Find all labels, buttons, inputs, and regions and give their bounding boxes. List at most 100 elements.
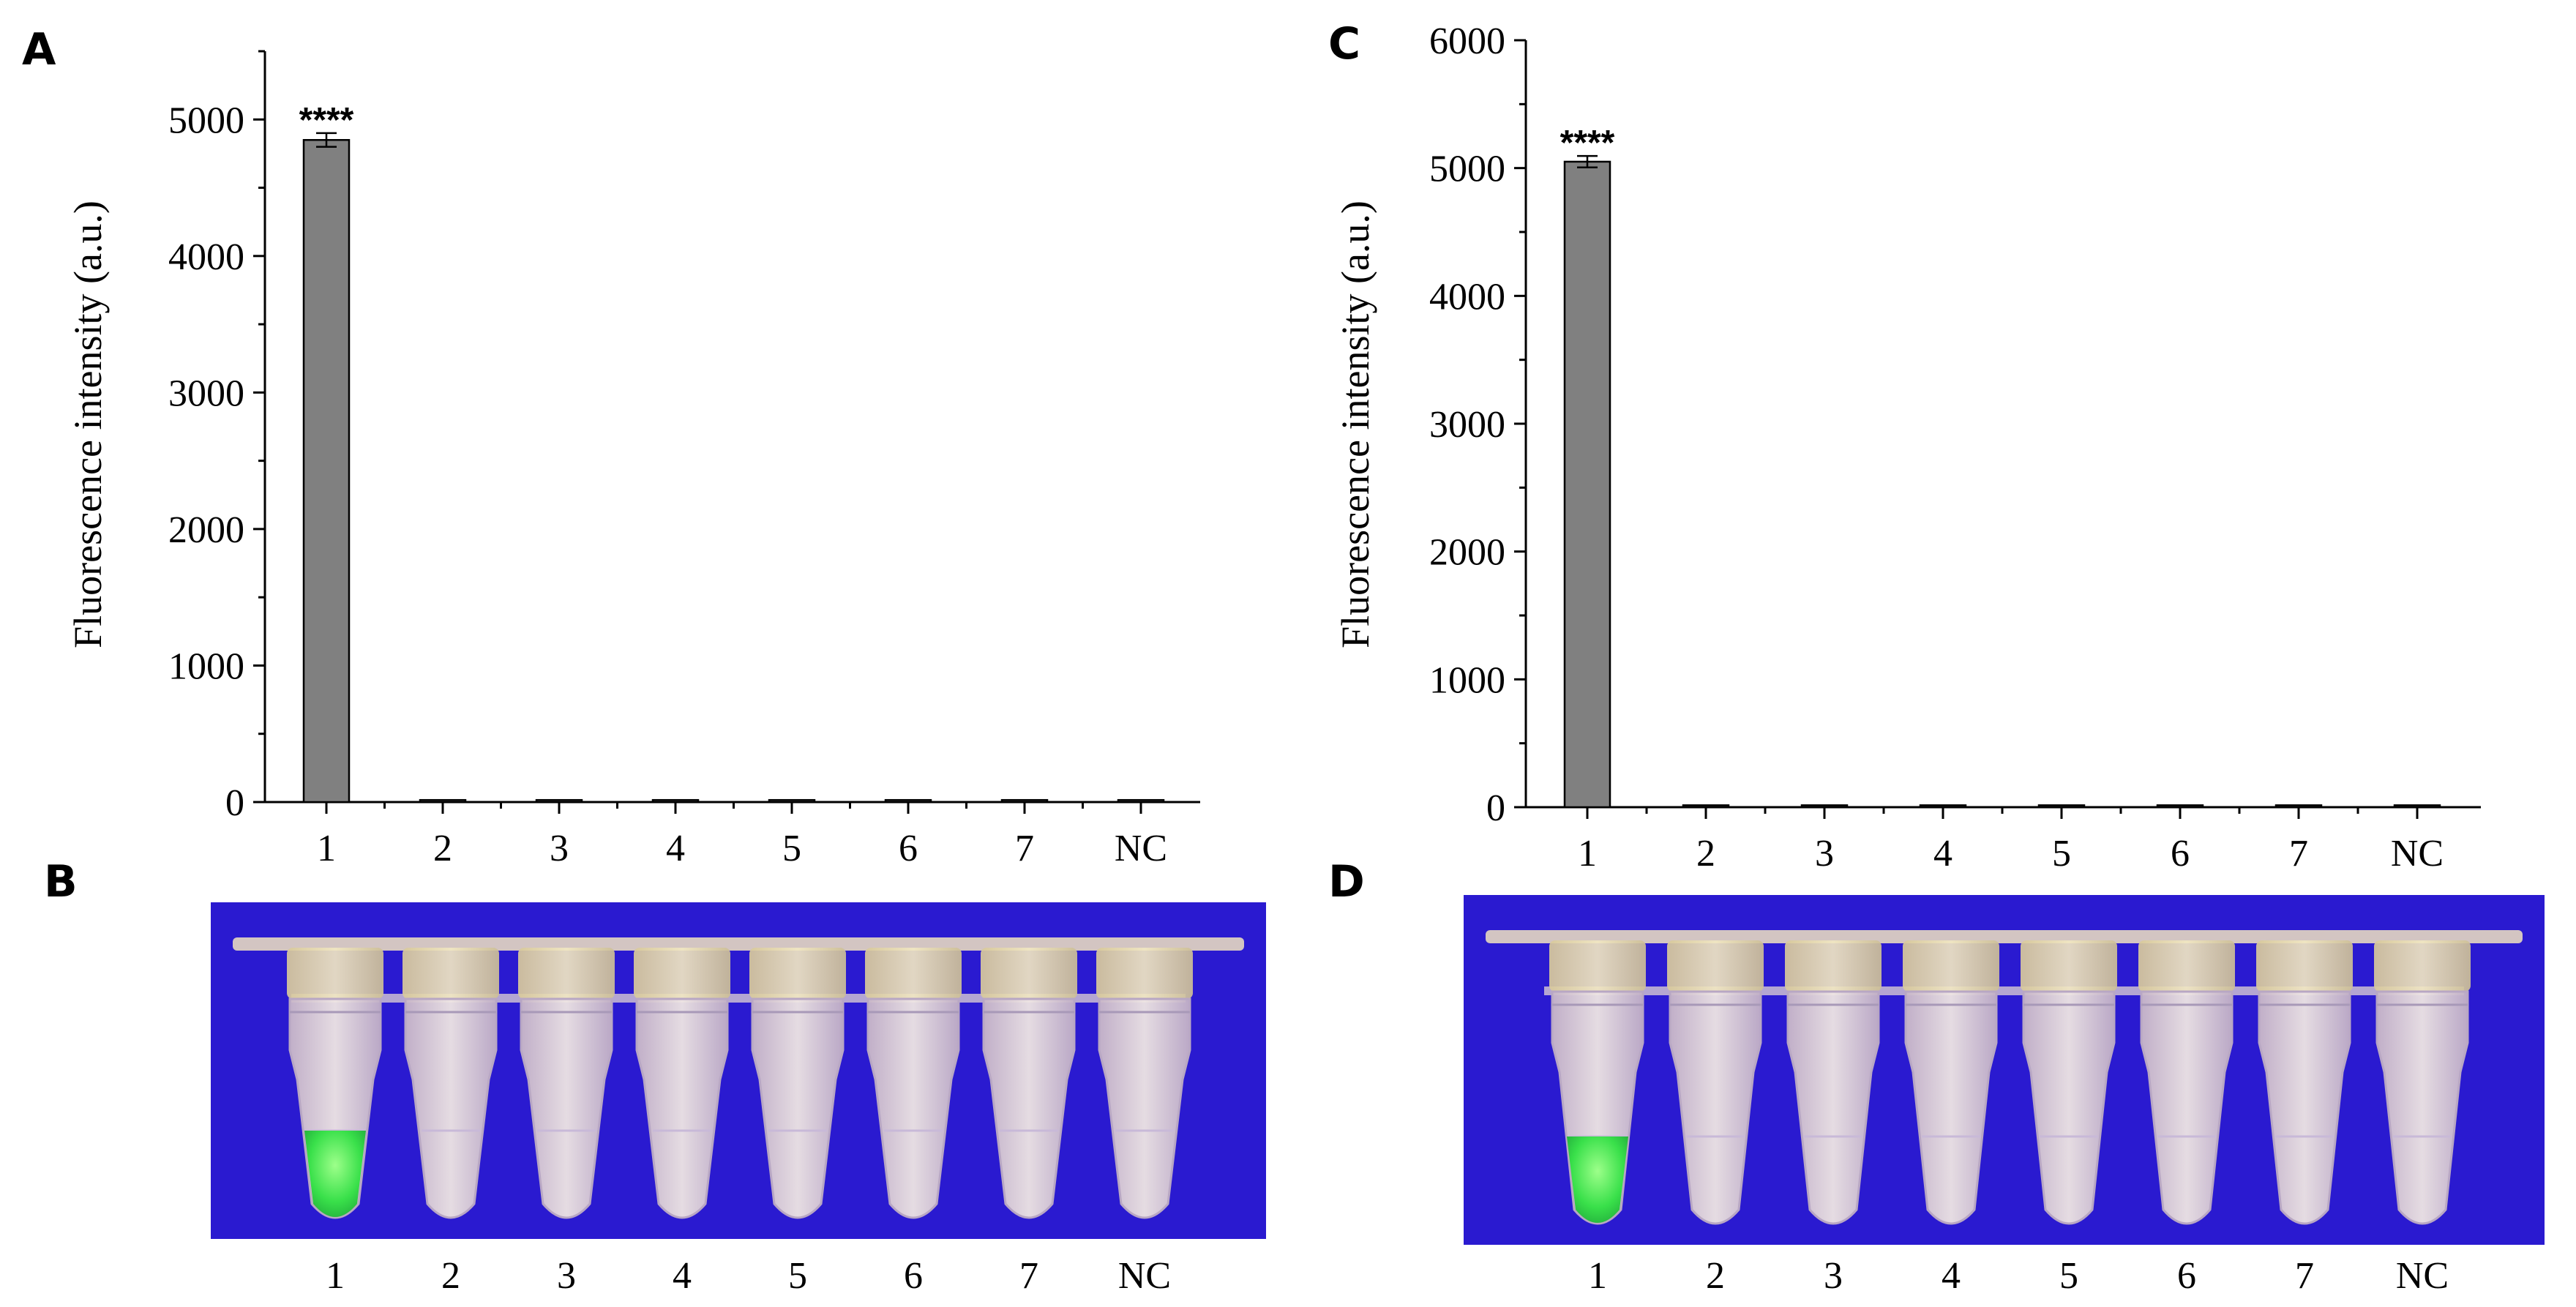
y-tick-label: 6000	[1429, 20, 1505, 62]
tube-cap	[518, 948, 615, 999]
tube-body	[2140, 990, 2234, 1225]
tube	[2374, 940, 2471, 1225]
tube-label: 6	[2177, 1255, 2196, 1297]
x-tick-label: 6	[2171, 833, 2190, 875]
tube-cap	[287, 948, 383, 999]
y-axis-title: Fluorescence intensity (a.u.)	[1333, 201, 1377, 648]
tube-label: 7	[2295, 1255, 2314, 1297]
tube	[1903, 940, 1999, 1225]
tube	[981, 948, 1077, 1219]
tube	[2256, 940, 2353, 1225]
bar	[2037, 804, 2086, 809]
tube-cap	[1096, 948, 1193, 999]
bar	[302, 139, 351, 804]
tube-body	[2375, 990, 2469, 1225]
tube-cap	[981, 948, 1077, 999]
panel-letter-b: B	[44, 856, 78, 907]
tube-strip	[1486, 930, 2523, 943]
tube-body	[1098, 997, 1191, 1219]
x-tick-label: 3	[1815, 833, 1834, 875]
tube-photo-b: 1 2 3 4 5 6 7 NC	[211, 902, 1266, 1297]
tube-label: 2	[1706, 1255, 1725, 1297]
y-axis-title: Fluorescence intensity (a.u.)	[66, 201, 110, 648]
tube-cap	[634, 948, 730, 999]
y-tick-label: 3000	[168, 372, 244, 414]
tube-label: NC	[1118, 1255, 1171, 1297]
tube-label: 5	[788, 1255, 807, 1297]
tube	[2138, 940, 2235, 1225]
y-tick-label: 1000	[168, 645, 244, 687]
bar	[768, 798, 816, 804]
tube-cap	[2374, 940, 2471, 992]
tube-body	[982, 997, 1076, 1219]
chart-c: 0 1000 2000 3000 4000 5000 6000 Fluorescence in…	[1333, 20, 2481, 875]
bar	[651, 798, 700, 804]
x-tick-label: NC	[2391, 833, 2444, 875]
tube-body	[1786, 990, 1880, 1225]
tube-body	[2022, 990, 2116, 1225]
tube-label: NC	[2396, 1255, 2449, 1297]
tube-label: 3	[1824, 1255, 1843, 1297]
x-tick-label: 1	[317, 828, 336, 869]
bar	[2156, 804, 2204, 809]
positive-fluorescence	[304, 1131, 366, 1217]
x-tick-label: 4	[666, 828, 685, 869]
bar	[1563, 160, 1611, 809]
photo-background	[211, 902, 1266, 1239]
y-tick-label: 4000	[1429, 276, 1505, 318]
tube-label: 1	[326, 1255, 345, 1297]
tube	[287, 948, 383, 1219]
y-tick-label: 1000	[1429, 659, 1505, 701]
tube-cap	[402, 948, 499, 999]
tube-body	[635, 997, 729, 1219]
panel-letter-d: D	[1328, 856, 1365, 907]
tube	[634, 948, 730, 1219]
tube-cap	[749, 948, 846, 999]
significance-label: ****	[299, 101, 354, 140]
bar	[1682, 804, 1730, 809]
chart-a: 0 1000 2000 3000 4000 5000 Fluorescence intens…	[66, 50, 1200, 869]
tube-cap	[865, 948, 962, 999]
tube-label: 4	[1942, 1255, 1961, 1297]
bar	[2274, 804, 2323, 809]
tube-body	[404, 997, 498, 1219]
x-tick-label: 5	[782, 828, 801, 869]
x-tick-label: 7	[2289, 833, 2308, 875]
tube-body	[520, 997, 613, 1219]
tube-label: 3	[557, 1255, 576, 1297]
tube	[1096, 948, 1193, 1219]
tube-label: 1	[1588, 1255, 1607, 1297]
tube-label: 2	[441, 1255, 460, 1297]
y-tick-label: 5000	[168, 100, 244, 141]
bar	[1800, 804, 1849, 809]
tube-cap	[2138, 940, 2235, 992]
tube-cap	[1785, 940, 1882, 992]
tube-label: 5	[2059, 1255, 2078, 1297]
tube-label: 4	[673, 1255, 692, 1297]
y-tick-label: 0	[1486, 787, 1505, 829]
bar	[419, 798, 467, 804]
tube-label: 7	[1019, 1255, 1038, 1297]
bar	[2393, 804, 2441, 809]
y-tick-label: 4000	[168, 236, 244, 278]
tube-cap	[1549, 940, 1646, 992]
tube-body	[866, 997, 960, 1219]
tube-cap	[2021, 940, 2117, 992]
y-tick-label: 3000	[1429, 404, 1505, 446]
bar	[535, 798, 583, 804]
positive-fluorescence	[1567, 1136, 1628, 1223]
y-tick-label: 5000	[1429, 149, 1505, 190]
tube	[518, 948, 615, 1219]
tube	[1785, 940, 1882, 1225]
significance-label: ****	[1560, 124, 1615, 162]
tube-body	[1669, 990, 1762, 1225]
tube-photo-d: 1 2 3 4 5 6 7 NC	[1464, 895, 2545, 1297]
tube-cap	[2256, 940, 2353, 992]
x-tick-label: 4	[1933, 833, 1952, 875]
x-tick-label: 3	[550, 828, 569, 869]
bar	[1000, 798, 1049, 804]
x-tick-label: 6	[899, 828, 918, 869]
x-tick-label: 2	[433, 828, 452, 869]
x-tick-label: 5	[2052, 833, 2071, 875]
